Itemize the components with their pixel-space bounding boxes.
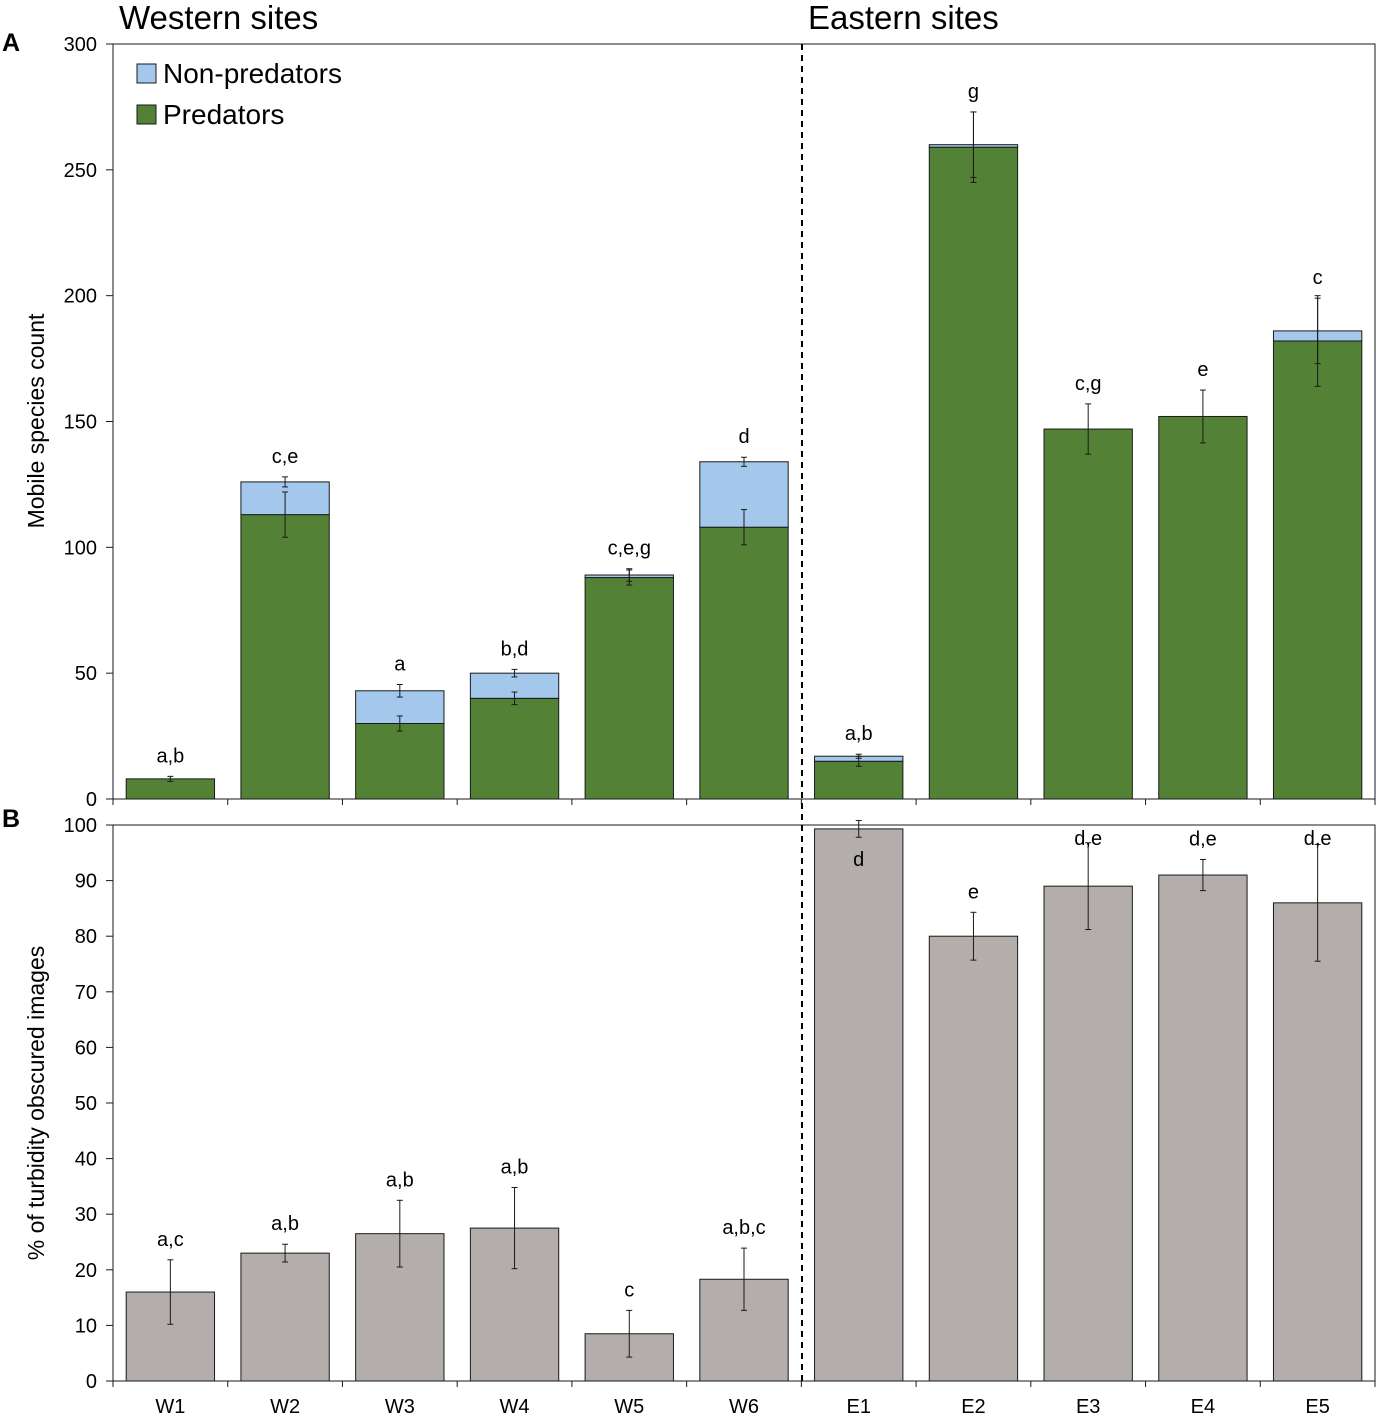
x-tick-label-w2: W2 <box>270 1396 300 1418</box>
significance-label-a-w6: d <box>738 426 749 448</box>
panel-b-y-tick-label: 80 <box>75 926 97 948</box>
significance-label-a-e5: c <box>1313 267 1323 289</box>
panel-b-y-tick-label: 60 <box>75 1037 97 1059</box>
bar-turbidity-e2 <box>928 935 1019 1382</box>
significance-label-a-w3: a <box>394 653 406 675</box>
bar-predators-w4 <box>469 697 560 800</box>
panel-b-y-tick-label: 100 <box>64 815 97 837</box>
panel-a-y-tick-label: 250 <box>64 160 97 182</box>
panel-b-bars: a,c a,b a,b a,b c a,b,c d e d,e d,e d,e <box>125 820 1363 1382</box>
bar-predators-w3 <box>355 723 445 800</box>
panel-a-y-tick-label: 200 <box>64 286 97 308</box>
panel-b-y-tick-label: 40 <box>75 1149 97 1171</box>
x-tick-label-w4: W4 <box>500 1396 530 1418</box>
bar-turbidity-e1 <box>814 828 904 1382</box>
western-sites-title: Western sites <box>119 0 318 36</box>
panel-b-letter: B <box>2 805 20 833</box>
legend-label-predators: Predators <box>163 99 284 130</box>
bar-predators-e2 <box>928 146 1019 800</box>
x-tick-label-e3: E3 <box>1076 1396 1100 1418</box>
significance-label-b-e5: d,e <box>1304 828 1332 850</box>
significance-label-a-w5: c,e,g <box>608 538 651 560</box>
significance-label-b-w5: c <box>624 1279 634 1301</box>
panel-a-y-tick-label: 50 <box>75 663 97 685</box>
significance-label-a-w1: a,b <box>156 745 184 767</box>
eastern-sites-title: Eastern sites <box>808 0 999 36</box>
bar-turbidity-e5 <box>1272 902 1363 1382</box>
panel-b-y-tick-label: 0 <box>86 1371 97 1393</box>
significance-label-b-w2: a,b <box>271 1213 299 1235</box>
significance-label-b-w1: a,c <box>157 1229 184 1251</box>
significance-label-b-w3: a,b <box>386 1169 414 1191</box>
panel-b-chart: a,c a,b a,b a,b c a,b,c d e d,e d,e d,e 0 10 20 30 40 5… <box>64 815 1376 1393</box>
panel-a-y-tick-label: 100 <box>64 537 97 559</box>
significance-label-b-e1: d <box>853 849 864 871</box>
panel-b-y-tick-label: 90 <box>75 871 97 893</box>
legend-label-non-predators: Non-predators <box>163 58 342 89</box>
legend: Non-predators Predators <box>136 58 342 130</box>
significance-label-b-e3: d,e <box>1074 828 1102 850</box>
panel-a-y-axis: 0 50 100 150 200 250 300 <box>64 34 113 811</box>
panel-a-y-tick-label: 150 <box>64 412 97 434</box>
panel-b-y-tick-label: 30 <box>75 1204 97 1226</box>
bar-predators-e4 <box>1158 415 1248 800</box>
bar-predators-w5 <box>584 577 674 800</box>
significance-label-b-e4: d,e <box>1189 828 1217 850</box>
bar-turbidity-e4 <box>1158 874 1248 1382</box>
x-tick-label-e1: E1 <box>846 1396 870 1418</box>
panel-b-y-axis: 0 10 20 30 40 50 60 70 80 90 100 <box>64 815 113 1393</box>
panel-a-y-axis-label: Mobile species count <box>23 313 49 528</box>
significance-label-a-e3: c,g <box>1075 373 1102 395</box>
x-tick-label-e4: E4 <box>1191 1396 1215 1418</box>
legend-swatch-predators <box>136 104 157 125</box>
panel-a-y-tick-label: 300 <box>64 34 97 56</box>
panel-b-y-tick-label: 20 <box>75 1260 97 1282</box>
significance-label-a-e1: a,b <box>845 723 873 745</box>
bar-predators-e3 <box>1043 428 1133 800</box>
x-tick-label-w3: W3 <box>385 1396 415 1418</box>
panel-b-y-tick-label: 10 <box>75 1315 97 1337</box>
panel-a-letter: A <box>2 29 20 57</box>
x-tick-label-w6: W6 <box>729 1396 759 1418</box>
bar-predators-e5 <box>1272 340 1363 800</box>
x-axis-categories: W1 W2 W3 W4 W5 W6 E1 E2 E3 E4 E5 <box>112 799 1376 1418</box>
x-tick-label-e2: E2 <box>961 1396 985 1418</box>
bar-predators-w6 <box>699 526 789 800</box>
significance-label-a-e4: e <box>1197 359 1208 381</box>
panel-b-y-tick-label: 50 <box>75 1093 97 1115</box>
x-tick-label-w5: W5 <box>614 1396 644 1418</box>
significance-label-a-w4: b,d <box>501 638 529 660</box>
bar-predators-w1 <box>125 778 216 800</box>
significance-label-b-w4: a,b <box>501 1157 529 1179</box>
bar-predators-w2 <box>240 514 330 800</box>
bar-predators-e1 <box>814 760 904 800</box>
significance-label-b-w6: a,b,c <box>722 1217 765 1239</box>
panel-b-y-axis-label: % of turbidity obscured images <box>23 946 49 1261</box>
x-tick-label-e5: E5 <box>1305 1396 1329 1418</box>
panel-a-chart: a,b c,e a b,d c,e,g d a,b g c,g e c 0 50 100 150 200 25… <box>64 34 1376 811</box>
significance-label-a-w2: c,e <box>272 446 299 468</box>
panel-a-y-tick-label: 0 <box>86 789 97 811</box>
significance-label-a-e2: g <box>968 81 979 103</box>
x-tick-label-w1: W1 <box>155 1396 185 1418</box>
panel-a-bars: a,b c,e a b,d c,e,g d a,b g c,g e c <box>125 81 1363 800</box>
significance-label-b-e2: e <box>968 881 979 903</box>
panel-b-y-tick-label: 70 <box>75 982 97 1004</box>
legend-swatch-non-predators <box>136 63 157 84</box>
bar-turbidity-w2 <box>240 1252 330 1382</box>
bar-turbidity-e3 <box>1043 885 1133 1382</box>
